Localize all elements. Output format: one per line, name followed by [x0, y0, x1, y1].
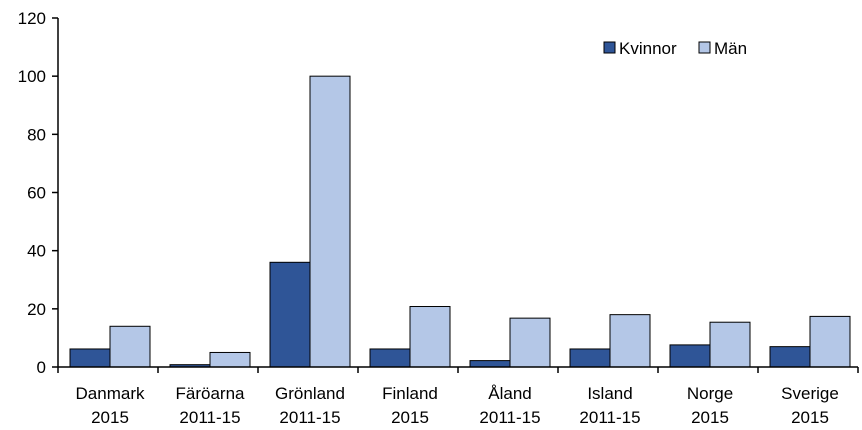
x-category-label: Island [587, 384, 632, 403]
y-tick-label: 100 [18, 67, 46, 86]
bar-man-1 [209, 351, 251, 368]
bar-man-5 [609, 314, 651, 368]
bar-kvinnor-6 [669, 344, 711, 368]
bar-kvinnor-4 [469, 360, 511, 368]
y-tick-label: 80 [27, 125, 46, 144]
x-category-label: Finland [382, 384, 438, 403]
bar-man-3 [409, 306, 451, 368]
bar-kvinnor-0 [69, 348, 111, 368]
x-category-label: Grönland [275, 384, 345, 403]
x-category-label: Sverige [781, 384, 839, 403]
legend-swatch-man [698, 41, 711, 54]
x-category-label: 2011-15 [179, 408, 240, 427]
bar-kvinnor-3 [369, 348, 411, 368]
bar-man-2 [309, 75, 351, 368]
plot-area: 0 20 40 60 80 100 120 Danmark 2015 Färöarna 2011-1… [18, 9, 859, 427]
legend-label-man: Män [714, 39, 747, 58]
bar-kvinnor-5 [569, 348, 611, 368]
x-category-label: 2011-15 [479, 408, 540, 427]
y-tick-label: 120 [18, 9, 46, 28]
x-category-label: Åland [488, 384, 531, 403]
bar-kvinnor-2 [269, 261, 311, 368]
legend: Kvinnor Män [603, 39, 747, 58]
bar-kvinnor-7 [769, 346, 811, 368]
y-tick-label: 40 [27, 242, 46, 261]
x-category-label: 2011-15 [579, 408, 640, 427]
x-category-label: 2015 [691, 408, 729, 427]
legend-swatch-kvinnor [603, 41, 616, 54]
legend-label-kvinnor: Kvinnor [619, 39, 677, 58]
x-category-label: 2015 [791, 408, 829, 427]
x-category-label: Danmark [76, 384, 145, 403]
y-tick-label: 20 [27, 300, 46, 319]
y-tick-label: 60 [27, 184, 46, 203]
bar-man-4 [509, 317, 551, 368]
x-category-label: Norge [687, 384, 733, 403]
x-category-label: 2011-15 [279, 408, 340, 427]
bar-man-6 [709, 321, 751, 368]
x-category-label: 2015 [91, 408, 129, 427]
bar-man-7 [809, 315, 851, 368]
y-tick-label: 0 [37, 358, 46, 377]
bar-man-0 [109, 325, 151, 368]
x-category-label: 2015 [391, 408, 429, 427]
x-category-label: Färöarna [176, 384, 246, 403]
